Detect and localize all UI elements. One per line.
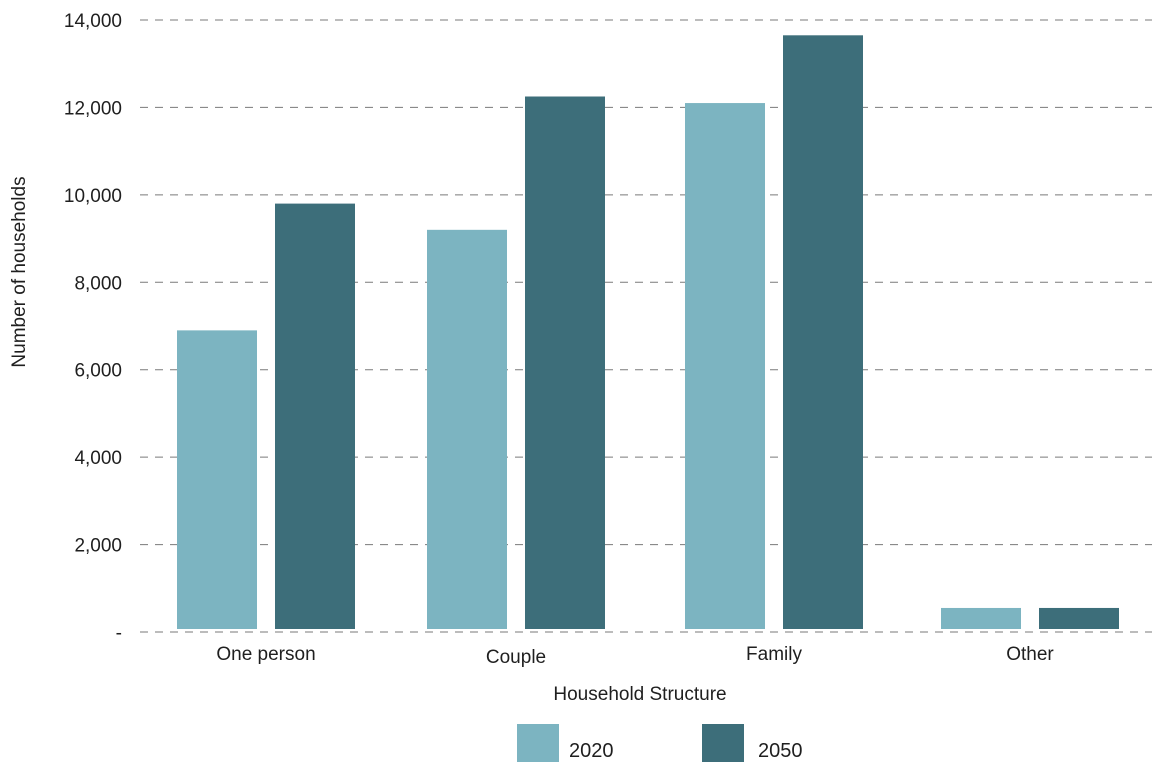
y-tick-label: 14,000 (64, 11, 122, 32)
legend-swatch-2020 (517, 724, 559, 762)
legend-label-2020: 2020 (569, 740, 614, 762)
x-axis-categories: One person Couple Family Other (216, 644, 1054, 668)
y-tick-label: - (116, 623, 122, 644)
x-axis-title: Household Structure (553, 684, 726, 705)
x-category-label: One person (216, 644, 315, 665)
x-category-label: Other (1006, 644, 1054, 665)
y-tick-label: 2,000 (74, 536, 122, 557)
y-tick-label: 8,000 (74, 273, 122, 294)
y-tick-label: 4,000 (74, 448, 122, 469)
y-tick-label: 12,000 (64, 98, 122, 119)
bar-family-2050 (783, 35, 863, 630)
legend: 2020 2050 (517, 724, 803, 762)
x-category-label: Family (746, 644, 802, 665)
y-tick-label: 6,000 (74, 361, 122, 382)
bar-other-2050 (1039, 607, 1119, 629)
x-category-label: Couple (486, 647, 546, 668)
y-axis-title: Number of households (9, 176, 30, 367)
bar-couple-2050 (525, 96, 605, 629)
bar-family-2020 (685, 103, 765, 630)
legend-label-2050: 2050 (758, 740, 803, 762)
bar-one-person-2020 (177, 330, 257, 629)
legend-swatch-2050 (702, 724, 744, 762)
bar-couple-2020 (427, 229, 507, 630)
bar-other-2020 (941, 607, 1021, 629)
bars (177, 35, 1119, 630)
y-axis-ticks: - 2,000 4,000 6,000 8,000 10,000 12,000 14,000 (64, 11, 122, 644)
y-tick-label: 10,000 (64, 186, 122, 207)
bar-one-person-2050 (275, 203, 355, 629)
